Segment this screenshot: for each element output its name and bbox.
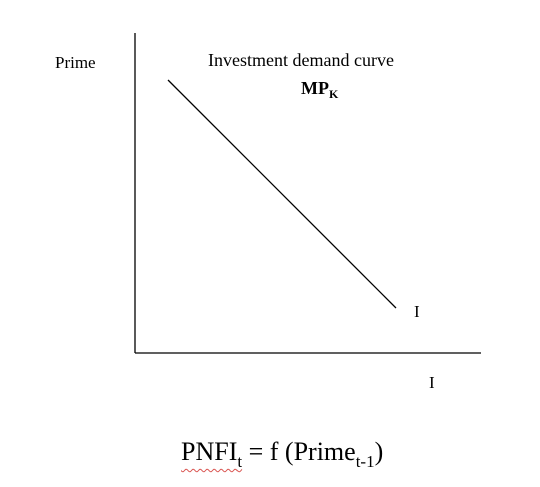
equation-end: )	[374, 437, 384, 466]
equation-lhs-subscript: t	[237, 452, 243, 471]
equation-lhs-main: PNFI	[181, 437, 238, 466]
equation-middle: = f (Prime	[242, 437, 356, 466]
equation-rhs-subscript: t-1	[355, 452, 375, 471]
equation-lhs: PNFIt	[181, 437, 242, 471]
equation: PNFIt = f (Primet-1)	[181, 437, 384, 471]
diagram-title: Investment demand curve	[208, 50, 394, 70]
y-axis-label: Prime	[55, 53, 96, 72]
investment-demand-curve	[167, 79, 397, 309]
curve-label: I	[414, 302, 420, 321]
diagram-subtitle: MPK	[301, 79, 338, 100]
subtitle-subscript: K	[328, 87, 339, 101]
subtitle-main: MP	[301, 78, 329, 98]
x-axis-label: I	[429, 373, 435, 392]
